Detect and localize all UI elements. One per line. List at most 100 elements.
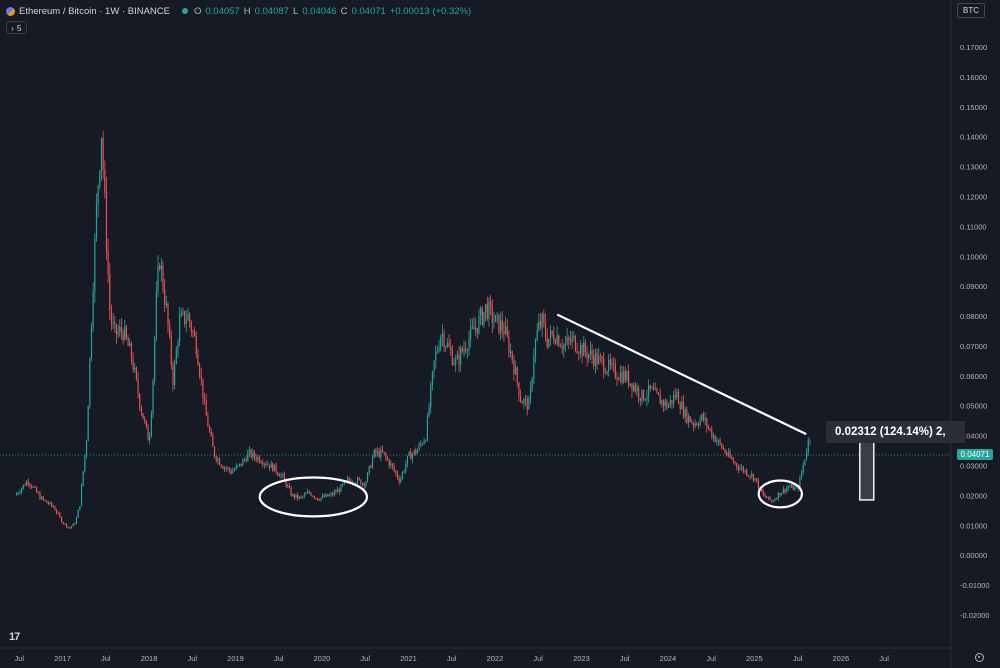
candle-body <box>327 494 329 497</box>
candle-body <box>476 327 478 333</box>
candle-body <box>697 424 700 426</box>
candle-body <box>408 451 410 456</box>
candle-body <box>651 387 653 389</box>
candle-body <box>233 469 236 471</box>
candle-body <box>648 385 650 397</box>
candle-body <box>596 353 598 365</box>
candle-body <box>618 379 620 381</box>
candle-body <box>29 483 31 486</box>
tradingview-logo-icon[interactable]: 17 <box>9 631 20 643</box>
candle-body <box>348 478 350 481</box>
candle-body <box>202 378 204 399</box>
candle-body <box>638 387 640 398</box>
candle-body <box>591 350 593 357</box>
candle-body <box>122 332 124 341</box>
candle-body <box>24 484 26 486</box>
candle-body <box>789 486 791 488</box>
candle-body <box>371 457 374 468</box>
candle-body <box>430 385 432 408</box>
candle-body <box>303 494 305 497</box>
candle-body <box>791 484 793 487</box>
candle-body <box>706 418 708 427</box>
candle-body <box>451 350 453 365</box>
candle-body <box>493 321 495 323</box>
candle-body <box>332 493 334 495</box>
candle-body <box>726 453 728 456</box>
candle-body <box>337 489 339 493</box>
candle-body <box>473 326 475 330</box>
candle-body <box>679 404 681 410</box>
settings-icon[interactable] <box>975 653 984 662</box>
candle-body <box>461 348 463 352</box>
candle-body <box>503 330 505 335</box>
candle-body <box>606 371 608 374</box>
candle-body <box>290 487 292 496</box>
candle-body <box>298 496 300 499</box>
x-tick-label: Jul <box>533 654 543 663</box>
candle-body <box>117 331 119 335</box>
candle-body <box>313 496 315 498</box>
candle-body <box>363 483 365 487</box>
candle-body <box>396 473 399 478</box>
y-tick-label: 0.01000 <box>960 521 987 530</box>
candle-body <box>235 465 237 470</box>
candle-body <box>721 443 723 449</box>
candle-body <box>260 462 262 463</box>
indicators-toggle[interactable]: › 5 <box>6 21 27 34</box>
status-dot-icon <box>181 8 188 14</box>
candle-body <box>361 483 364 485</box>
candle-body <box>641 390 643 401</box>
candle-body <box>317 498 319 501</box>
candle-body <box>160 265 162 270</box>
y-tick-label: 0.08000 <box>960 312 987 321</box>
candle-body <box>145 420 147 427</box>
candle-body <box>278 474 280 477</box>
candle-body <box>180 312 182 317</box>
candle-body <box>604 372 606 374</box>
candle-body <box>400 478 402 483</box>
candle-body <box>27 481 29 484</box>
candle-body <box>528 398 530 410</box>
candle-body <box>59 513 61 517</box>
candle-body <box>112 322 114 324</box>
candle-body <box>505 326 507 335</box>
candle-body <box>529 388 532 399</box>
candle-body <box>435 351 437 361</box>
candle-body <box>682 401 685 417</box>
candle-body <box>139 394 141 408</box>
y-tick-label: -0.01000 <box>960 581 990 590</box>
candle-body <box>390 463 392 466</box>
candle-body <box>448 343 450 347</box>
candle-body <box>238 463 241 466</box>
candle-body <box>297 494 299 499</box>
candle-body <box>385 453 387 458</box>
candle-body <box>287 485 289 487</box>
x-tick-label: 2023 <box>573 654 590 663</box>
candle-body <box>431 371 433 386</box>
candle-body <box>72 523 74 527</box>
candle-body <box>174 363 176 386</box>
candle-body <box>391 463 394 467</box>
measure-label[interactable]: 0.02312 (124.14%) 2, <box>826 421 965 443</box>
candle-body <box>310 492 312 496</box>
candle-body <box>661 400 663 405</box>
candle-body <box>671 400 673 404</box>
symbol-title[interactable]: Ethereum / Bitcoin · 1W · BINANCE <box>19 5 170 17</box>
candle-body <box>571 336 573 343</box>
y-tick-label: 0.06000 <box>960 372 987 381</box>
candle-body <box>508 335 510 354</box>
candle-body <box>696 423 698 425</box>
candle-body <box>75 517 78 524</box>
candle-body <box>628 371 630 386</box>
candle-body <box>694 423 696 427</box>
candle-body <box>41 496 43 500</box>
candle-body <box>89 357 91 407</box>
candle-body <box>807 441 809 453</box>
candle-body <box>724 449 726 454</box>
candle-body <box>85 441 88 455</box>
currency-button[interactable]: BTC <box>957 3 985 18</box>
candle-body <box>195 335 197 355</box>
candle-body <box>786 488 788 492</box>
candle-body <box>736 463 738 467</box>
